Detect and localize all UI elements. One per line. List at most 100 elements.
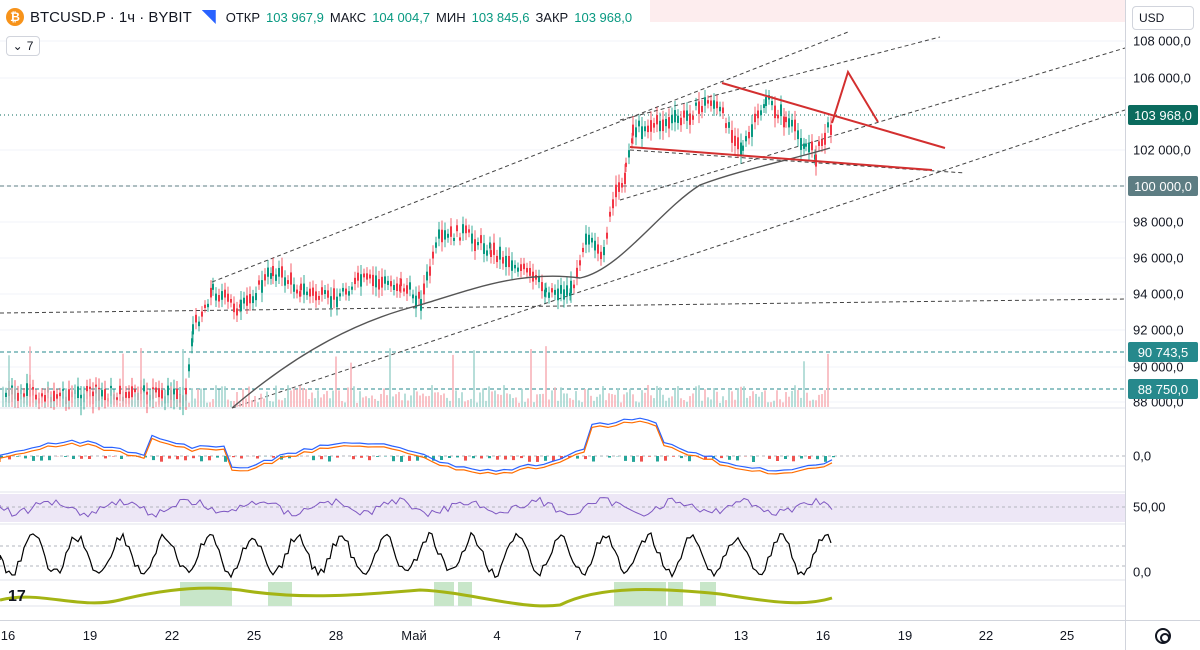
volume-bar [521,388,523,407]
volume-bar [356,402,358,407]
candle-body [777,114,779,119]
volume-bar [533,402,535,407]
chart-settings-button[interactable] [1125,620,1200,650]
volume-bar [227,399,229,407]
macd-histogram-bar [736,456,739,461]
candle-body [569,292,571,296]
price-scale[interactable]: USD 108 000,0 106 000,0 102 000,0 98 000… [1125,0,1200,620]
volume-bar [146,394,148,407]
candle-body [418,291,420,299]
macd-histogram-bar [256,456,259,459]
volume-bar [353,386,355,407]
indicators-toggle[interactable]: ⌄ 7 [6,36,40,56]
high-value: 104 004,7 [372,9,431,25]
bitcoin-coin-icon: ₿ [6,8,24,26]
volume-bar [644,392,646,407]
macd-histogram-bar [160,456,163,462]
volume-bar [791,390,793,407]
volume-bar [95,386,97,407]
volume-bar [320,397,322,407]
price-tick: 96 000,0 [1133,250,1184,266]
candle-body [333,288,335,300]
candle-body [327,290,329,298]
volume-bar [404,393,406,407]
candle-body [155,387,157,393]
volume-bar [596,396,598,407]
volume-bar [494,390,496,407]
macd-histogram-bar [408,456,411,461]
candle-body [306,291,308,296]
time-label: 19 [897,628,913,643]
candle-body [560,285,562,294]
volume-bar [110,388,112,407]
volume-bar [752,391,754,407]
macd-histogram-bar [456,456,459,458]
candle-body [538,275,540,283]
candle-body [249,294,251,304]
volume-bar [734,399,736,407]
candle-body [689,113,691,125]
macd-histogram-bar [808,456,811,459]
candle-body [423,283,425,295]
price-tick: 90 000,0 [1133,359,1184,375]
candle-body [351,286,353,290]
volume-bar [2,386,4,407]
candle-body [26,383,28,396]
macd-histogram-bar [272,456,275,458]
volume-bar [17,401,19,407]
open-label: ОТКР [225,9,261,25]
chart-area[interactable]: 17 ₿ BTCUSD.P · 1ч · BYBIT ОТКР 103 967,9… [0,0,1125,620]
macd-histogram-bar [8,456,11,460]
candle-body [453,237,455,241]
volume-bar [416,391,418,407]
macd-histogram-bar [800,456,803,459]
volume-bar [251,400,253,407]
candle-body [315,291,317,301]
volume-bar [383,388,385,407]
candle-body [158,388,160,398]
trend-zone [614,582,666,606]
time-scale[interactable]: 16 19 22 25 28 Май 4 7 10 13 16 19 22 25 [0,620,1125,650]
volume-bar [281,400,283,407]
volume-bar [698,385,700,407]
macd-histogram-bar [360,456,363,458]
candle-body [198,321,200,327]
volume-bar [77,400,79,407]
volume-bar [575,391,577,407]
volume-bar [83,391,85,407]
candle-body [499,246,501,260]
candle-body [704,97,706,106]
volume-bar [92,396,94,407]
macd-histogram-bar [392,456,395,462]
price-chart[interactable]: 17 [0,0,1125,620]
candle-body [821,139,823,146]
volume-bar [239,402,241,407]
candle-body [508,255,510,268]
candle-body [791,119,793,127]
volume-bar [209,402,211,407]
candle-body [585,233,587,245]
candle-body [710,100,712,106]
volume-bar [440,395,442,407]
macd-histogram-bar [376,456,379,457]
candle-body [176,388,178,400]
currency-select[interactable]: USD [1132,6,1194,30]
trend-zone [180,582,232,606]
volume-bar [221,386,223,407]
volume-bar [185,394,187,407]
volume-bar [461,392,463,407]
macd-histogram-bar [200,456,203,462]
volume-bar [308,398,310,407]
candle-body [252,296,254,304]
symbol-title[interactable]: BTCUSD.P · 1ч · BYBIT [30,8,192,26]
candle-body [650,120,652,132]
volume-bar [770,402,772,407]
time-label: 22 [164,628,180,643]
candle-body [221,291,223,300]
volume-bar [428,395,430,407]
volume-bar [422,393,424,407]
macd-histogram-bar [184,456,187,461]
volume-bar [815,400,817,407]
time-label: 22 [978,628,994,643]
candle-body [603,246,605,256]
